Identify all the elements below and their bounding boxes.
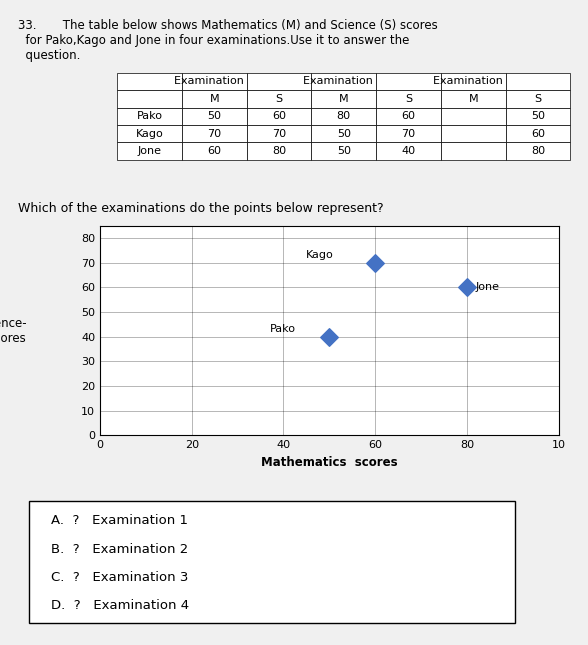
Text: Kago: Kago bbox=[306, 250, 334, 261]
Point bbox=[325, 332, 334, 342]
Text: D.  ?   Examination 4: D. ? Examination 4 bbox=[51, 599, 189, 611]
Text: C.  ?   Examination 3: C. ? Examination 3 bbox=[51, 571, 188, 584]
Text: Which of the examinations do the points below represent?: Which of the examinations do the points … bbox=[18, 202, 383, 215]
Text: B.  ?   Examination 2: B. ? Examination 2 bbox=[51, 542, 188, 555]
Point bbox=[462, 283, 472, 293]
Text: Pako: Pako bbox=[270, 324, 296, 334]
Point bbox=[370, 257, 380, 268]
X-axis label: Mathematics  scores: Mathematics scores bbox=[261, 456, 397, 469]
Text: A.  ?   Examination 1: A. ? Examination 1 bbox=[51, 515, 188, 528]
Text: Jone: Jone bbox=[476, 283, 500, 292]
FancyBboxPatch shape bbox=[29, 501, 515, 623]
Y-axis label: science-
scores: science- scores bbox=[0, 317, 26, 344]
Text: 33.       The table below shows Mathematics (M) and Science (S) scores
  for Pak: 33. The table below shows Mathematics (M… bbox=[18, 19, 437, 63]
